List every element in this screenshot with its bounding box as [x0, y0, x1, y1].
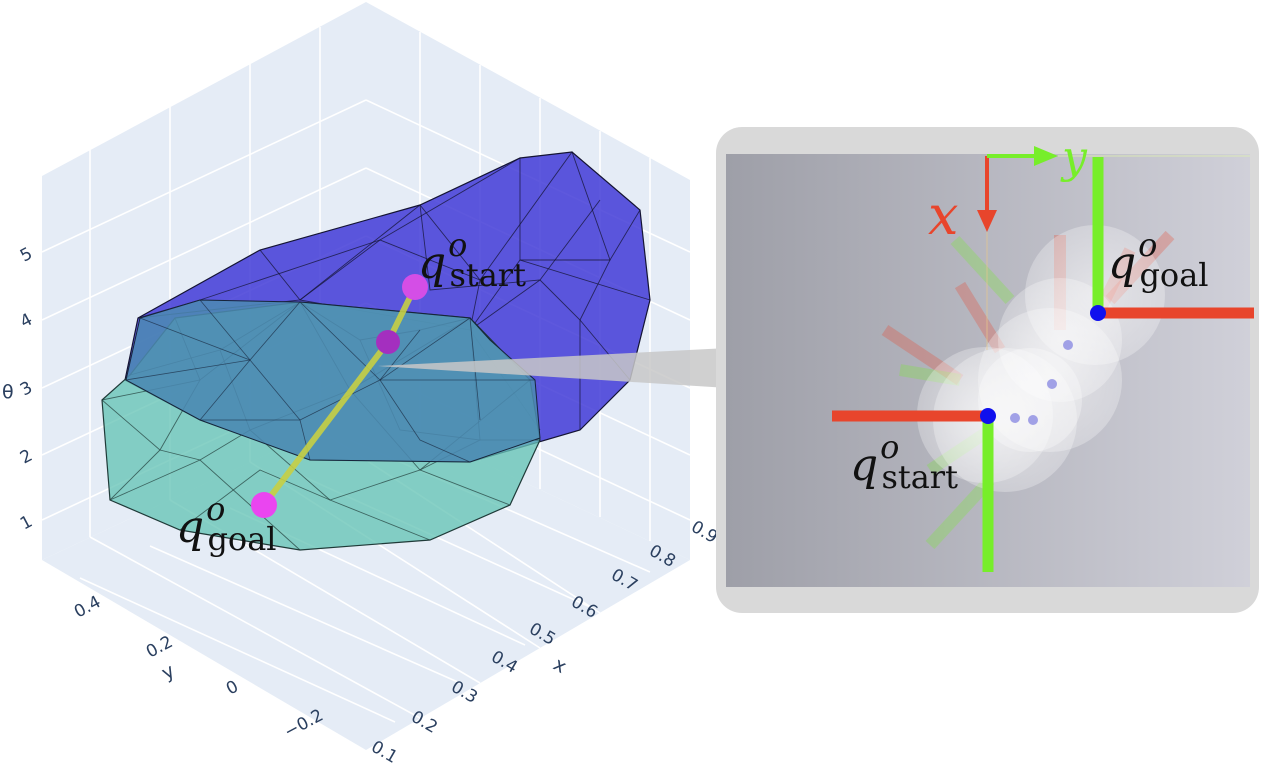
- q-goal-sub: goal: [207, 520, 276, 558]
- label-q-start-inset: qo start: [850, 428, 958, 496]
- q-goal-sup: o: [206, 490, 225, 528]
- x-tick: 0.9: [688, 517, 721, 548]
- q-goal-base: q: [176, 502, 204, 553]
- goal-point: [1090, 305, 1106, 321]
- theta-tick: 2: [17, 446, 36, 469]
- inset-q-goal-sup: o: [1138, 226, 1157, 264]
- theta-tick: 5: [17, 244, 36, 267]
- y-tick: 0: [223, 677, 242, 700]
- inset-trajectory-dots: [1010, 340, 1073, 425]
- inset-axes: x y: [928, 132, 1250, 350]
- y-tick: 0.2: [143, 632, 176, 662]
- y-axis-title: y: [158, 660, 178, 685]
- inset-y-label: y: [1060, 132, 1088, 183]
- mid-marker: [376, 330, 400, 354]
- theta-axis: 1 2 3 4 5 θ: [2, 244, 36, 535]
- goal-marker: [251, 492, 277, 518]
- inset-start-frame: [832, 408, 996, 572]
- zoom-callout: [378, 348, 728, 388]
- q-start-base: q: [418, 238, 446, 289]
- y-tick: 0.4: [71, 592, 104, 622]
- inset-panel: x y qo goal qo start: [716, 127, 1259, 613]
- inset-q-start-sup: o: [880, 428, 899, 466]
- inset-q-start-base: q: [850, 440, 878, 491]
- y-arrowhead: [1034, 146, 1058, 166]
- start-marker: [402, 274, 428, 300]
- inset-x-label: x: [928, 184, 958, 247]
- inset-q-goal-base: q: [1108, 238, 1136, 289]
- theta-tick: 4: [17, 310, 36, 333]
- inset-q-start-sub: start: [881, 458, 958, 496]
- x-arrowhead: [977, 210, 997, 232]
- q-start-sub: start: [449, 256, 526, 294]
- label-q-goal-inset: qo goal: [1108, 226, 1209, 294]
- theta-tick: 1: [17, 512, 36, 535]
- theta-tick: 3: [17, 378, 36, 401]
- q-start-sup: o: [448, 226, 467, 264]
- start-point: [980, 408, 996, 424]
- theta-axis-title: θ: [2, 381, 14, 403]
- inset-goal-frame: [1090, 157, 1254, 321]
- label-q-start-3d: qo start: [418, 226, 526, 294]
- path-3d: [251, 274, 428, 518]
- x-axis-title: x: [550, 653, 571, 678]
- label-q-goal-3d: qo goal: [176, 490, 277, 558]
- overlap-region: [125, 299, 541, 463]
- plot3d: qo start qo goal 1 2 3 4 5 θ 0.4 0.2 0 −0.…: [2, 2, 721, 764]
- inset-q-goal-sub: goal: [1139, 256, 1208, 294]
